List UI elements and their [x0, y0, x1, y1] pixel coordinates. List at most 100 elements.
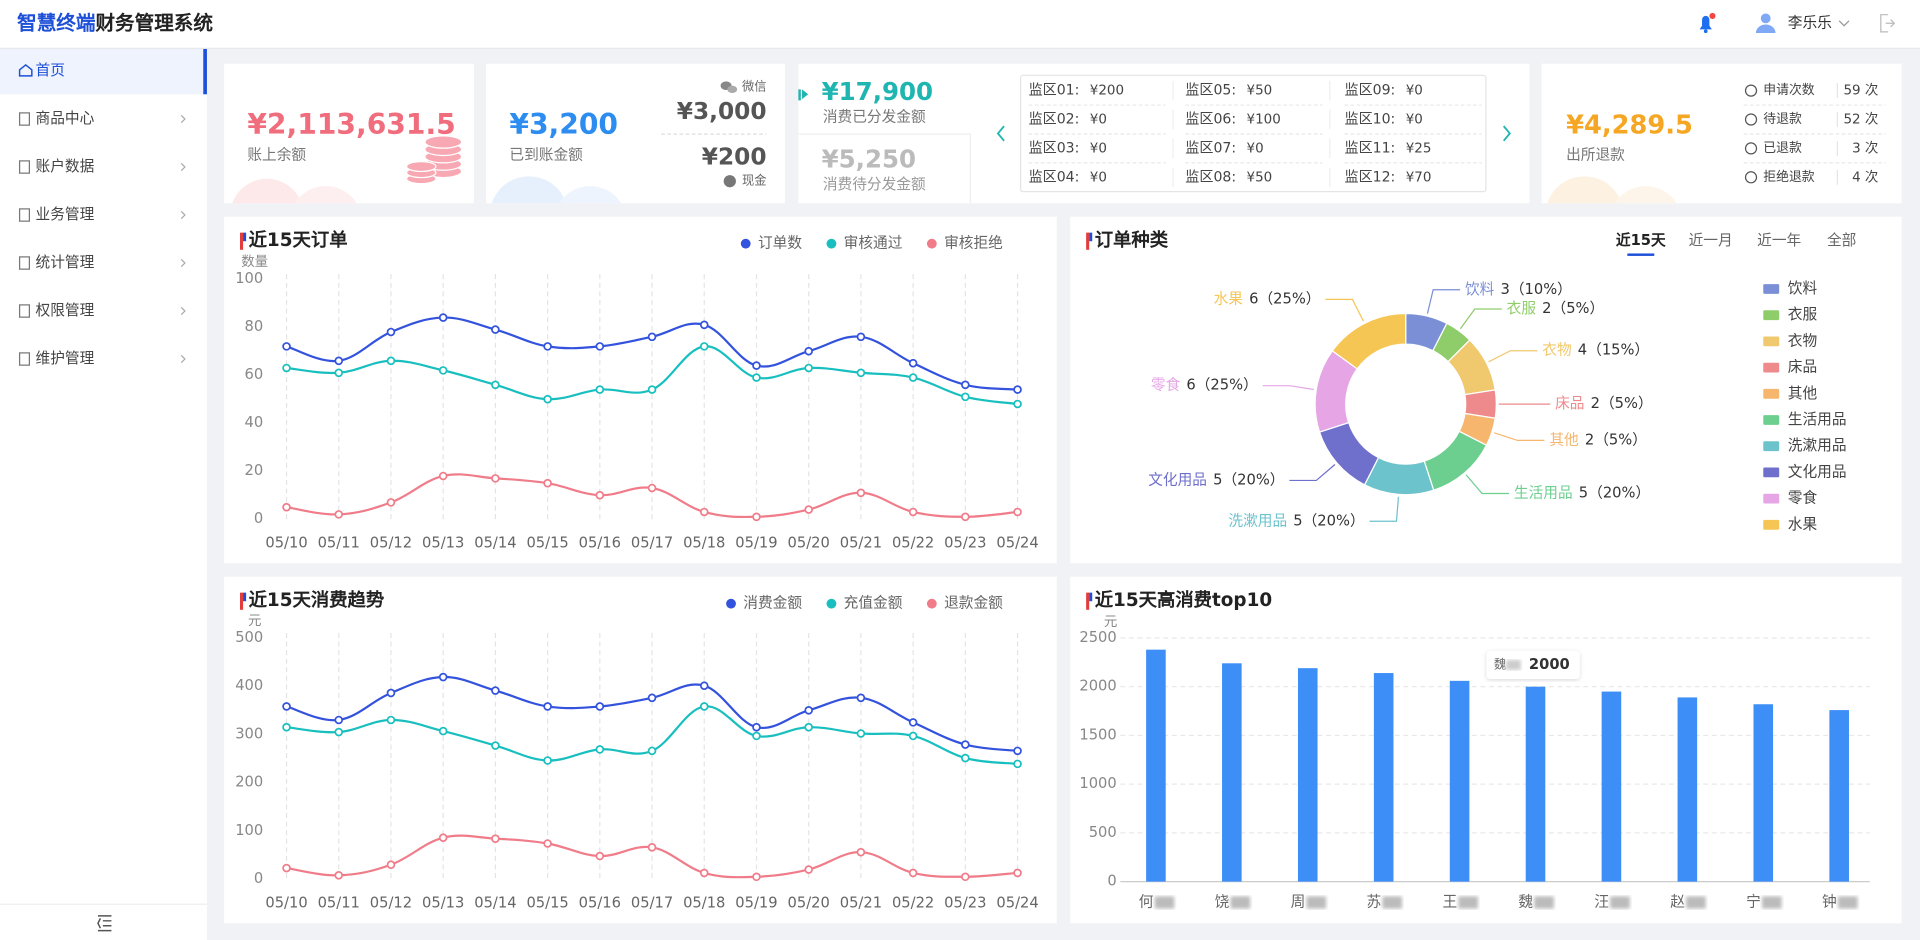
x-tick-label: 05/11: [318, 535, 360, 552]
legend-marker[interactable]: [726, 598, 736, 609]
legend-label[interactable]: 衣物: [1788, 332, 1817, 349]
bar[interactable]: [1373, 673, 1394, 882]
data-point: [647, 483, 657, 493]
menu-item[interactable]: 商品中心: [36, 110, 95, 127]
menu-icon: [18, 160, 31, 174]
bar[interactable]: [1525, 686, 1546, 882]
legend-marker[interactable]: [926, 598, 937, 609]
bar[interactable]: [1677, 697, 1698, 882]
bar[interactable]: [1297, 668, 1318, 882]
legend-marker[interactable]: [1763, 284, 1780, 294]
legend-label[interactable]: 消费金额: [743, 595, 802, 612]
bar[interactable]: [1449, 680, 1470, 882]
user-dropdown[interactable]: [1838, 20, 1850, 27]
tab[interactable]: 近一年: [1757, 232, 1801, 249]
notification-bell[interactable]: [1699, 12, 1716, 34]
x-tick-label: 赵: [1670, 893, 1685, 910]
data-point: [491, 474, 500, 483]
y-tick-label: 1500: [1079, 726, 1116, 743]
data-point: [961, 872, 970, 882]
y-tick-label: 60: [245, 366, 264, 383]
legend-marker[interactable]: [1763, 467, 1780, 478]
panel: [224, 576, 1057, 924]
data-point: [1013, 507, 1022, 517]
x-tick-label: 05/17: [631, 895, 673, 912]
pie-slice[interactable]: [1331, 312, 1407, 370]
legend-marker[interactable]: [1763, 310, 1780, 321]
legend-marker[interactable]: [1763, 415, 1780, 425]
bar[interactable]: [1829, 710, 1849, 882]
menu-item[interactable]: 统计管理: [36, 254, 95, 271]
collapse-button[interactable]: [97, 915, 112, 932]
legend-label[interactable]: 生活用品: [1788, 411, 1847, 428]
menu-item[interactable]: 首页: [36, 62, 65, 79]
data-point: [856, 847, 866, 857]
received-label: 已到账金额: [509, 147, 583, 164]
x-tick-label: 魏: [1518, 893, 1533, 910]
redacted-name: [1686, 896, 1706, 909]
legend-label[interactable]: 床品: [1788, 359, 1817, 376]
tab[interactable]: 近一月: [1689, 232, 1733, 249]
prev-arrow[interactable]: [996, 125, 1005, 142]
menu-chevron: [180, 162, 186, 172]
bar[interactable]: [1222, 663, 1242, 882]
next-arrow[interactable]: [1502, 125, 1511, 142]
legend-marker[interactable]: [1763, 362, 1780, 373]
legend-marker[interactable]: [926, 238, 937, 249]
legend-marker[interactable]: [826, 238, 837, 249]
legend-marker[interactable]: [1763, 441, 1780, 452]
legend-marker[interactable]: [740, 238, 751, 249]
cash-value: ¥200: [702, 143, 767, 170]
title-flag: [1089, 232, 1093, 242]
slice-value: 6（25%）: [1186, 377, 1257, 394]
x-tick-label: 05/18: [683, 895, 725, 912]
balance-value: ¥2,113,631.5: [247, 108, 455, 141]
legend-label[interactable]: 文化用品: [1788, 463, 1847, 480]
legend-label[interactable]: 充值金额: [844, 595, 903, 612]
menu-item[interactable]: 账户数据: [36, 158, 95, 175]
x-tick-label: 05/12: [370, 535, 412, 552]
slice-label: 零食 6（25%）: [1151, 377, 1258, 394]
legend-label[interactable]: 订单数: [758, 235, 802, 252]
legend-marker[interactable]: [1763, 519, 1780, 530]
user-name[interactable]: 李乐乐: [1788, 14, 1832, 31]
data-point: [1013, 759, 1022, 769]
legend-label[interactable]: 饮料: [1788, 280, 1818, 297]
data-point: [438, 471, 448, 481]
slice-label: 生活用品 5（20%）: [1514, 484, 1650, 501]
bar[interactable]: [1601, 691, 1622, 882]
tab[interactable]: 近15天: [1616, 231, 1666, 249]
stat-label: 已退款: [1763, 141, 1802, 156]
x-tick-label: 王: [1442, 893, 1457, 910]
data-point: [1013, 746, 1022, 756]
data-point: [752, 722, 761, 732]
legend-label[interactable]: 零食: [1788, 490, 1818, 507]
redacted-name: [1837, 896, 1858, 909]
legend-label[interactable]: 水果: [1788, 516, 1818, 533]
legend-marker[interactable]: [1763, 336, 1780, 347]
district-name: 监区01:: [1029, 83, 1080, 99]
legend-label[interactable]: 洗漱用品: [1788, 437, 1847, 454]
legend-label[interactable]: 其他: [1788, 385, 1818, 402]
data-point: [752, 512, 761, 522]
menu-item[interactable]: 维护管理: [36, 350, 95, 367]
data-point: [282, 502, 291, 512]
bar[interactable]: [1146, 649, 1166, 882]
bar[interactable]: [1753, 704, 1774, 882]
legend-label[interactable]: 审核拒绝: [944, 235, 1003, 252]
tab[interactable]: 全部: [1827, 231, 1856, 249]
redacted-name: [1458, 896, 1478, 909]
district-amount: ¥50: [1247, 170, 1273, 185]
menu-item[interactable]: 权限管理: [36, 302, 95, 319]
legend-marker[interactable]: [1763, 388, 1780, 399]
legend-marker[interactable]: [1763, 493, 1780, 504]
brand: 智慧终端财务管理系统: [17, 11, 213, 34]
legend-label[interactable]: 审核通过: [844, 235, 903, 252]
legend-label[interactable]: 退款金额: [944, 595, 1003, 612]
menu-item[interactable]: 业务管理: [36, 206, 95, 223]
user-avatar[interactable]: [1755, 13, 1776, 34]
data-point: [282, 722, 291, 732]
logout-button[interactable]: [1880, 14, 1896, 33]
legend-marker[interactable]: [826, 598, 837, 609]
legend-label[interactable]: 衣服: [1788, 306, 1818, 323]
